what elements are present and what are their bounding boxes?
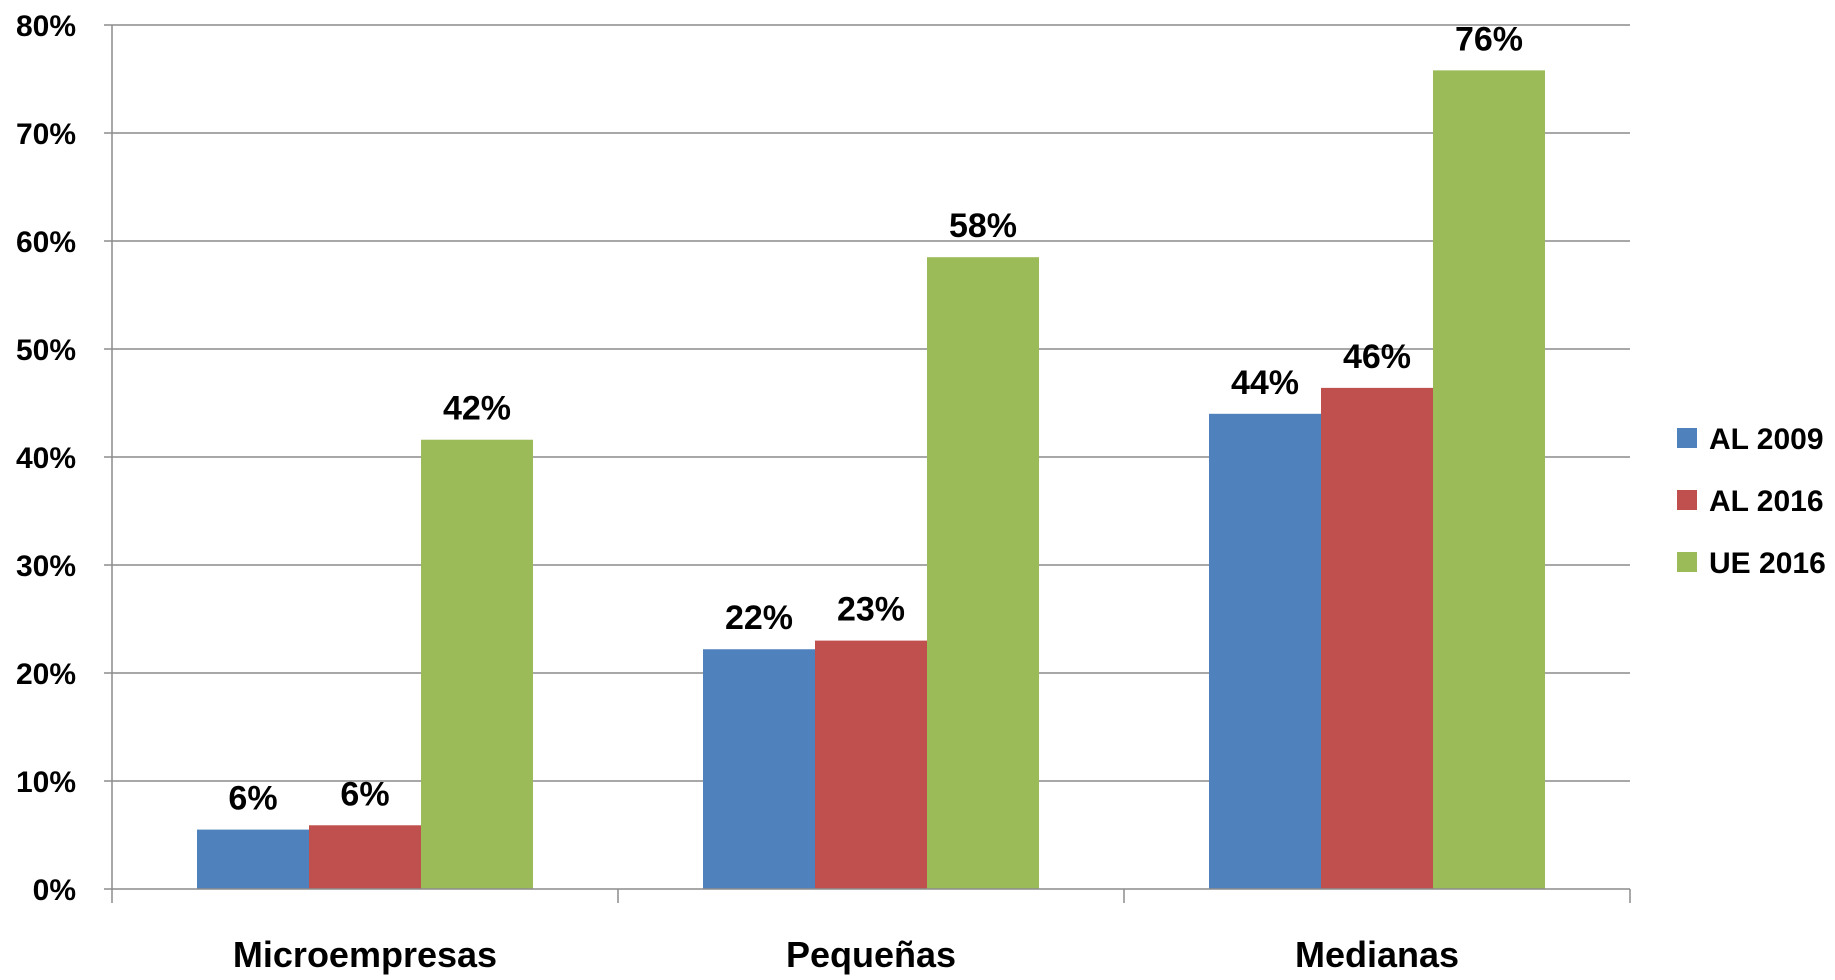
y-tick-label: 70% — [16, 118, 76, 151]
legend-swatch — [1677, 490, 1697, 510]
data-label: 58% — [949, 207, 1017, 245]
data-label: 6% — [340, 775, 389, 813]
data-label: 44% — [1231, 364, 1299, 402]
y-tick-label: 50% — [16, 334, 76, 367]
legend-swatch — [1677, 552, 1697, 572]
y-tick-label: 80% — [16, 10, 76, 43]
y-tick-label: 60% — [16, 226, 76, 259]
y-tick-label: 10% — [16, 766, 76, 799]
bar — [703, 649, 815, 889]
bar — [309, 825, 421, 889]
bar — [1433, 70, 1545, 890]
gridlines — [112, 24, 1630, 782]
category-label: Medianas — [1295, 934, 1459, 975]
legend-label: AL 2009 — [1709, 423, 1824, 456]
y-tick-label: 40% — [16, 442, 76, 475]
legend-label: UE 2016 — [1709, 547, 1826, 580]
y-tick-label: 20% — [16, 658, 76, 691]
data-labels: 6% 6% 42% 22% 23% 58% 44% 46% 76% — [228, 20, 1523, 817]
y-tick-label: 30% — [16, 550, 76, 583]
data-label: 23% — [837, 591, 905, 629]
y-tick-label: 0% — [33, 874, 76, 907]
data-label: 42% — [443, 390, 511, 428]
legend-swatch — [1677, 428, 1697, 448]
x-axis: Microempresas Pequeñas Medianas — [111, 888, 1631, 975]
data-label: 46% — [1343, 338, 1411, 376]
bar — [927, 257, 1039, 889]
category-label: Microempresas — [233, 934, 497, 975]
bar — [815, 640, 927, 889]
data-label: 22% — [725, 599, 793, 637]
y-axis: 0% 10% 20% 30% 40% 50% 60% 70% 80% — [16, 10, 113, 907]
bar — [1321, 387, 1433, 889]
bar — [1209, 413, 1321, 889]
legend-label: AL 2016 — [1709, 485, 1824, 518]
bar — [197, 829, 309, 889]
data-label: 76% — [1455, 20, 1523, 58]
data-label: 6% — [228, 780, 277, 818]
bars — [197, 70, 1545, 890]
bar — [421, 439, 533, 889]
legend: AL 2009 AL 2016 UE 2016 — [1677, 423, 1826, 580]
category-label: Pequeñas — [786, 934, 956, 975]
